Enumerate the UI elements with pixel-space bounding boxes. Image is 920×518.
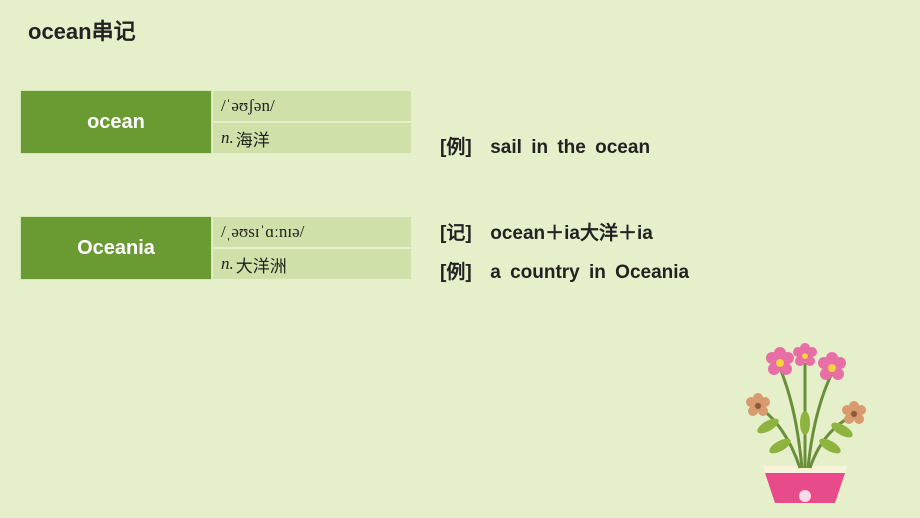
note-line: [例] sail in the ocean (440, 132, 650, 159)
part-of-speech: n. (221, 128, 234, 148)
definition-text: 海洋 (236, 126, 270, 151)
note-tag: [例] (440, 137, 472, 158)
note-tag: [记] (440, 223, 472, 244)
note-text: a country in Oceania (490, 262, 689, 283)
note-line: [记] ocean＋ia大洋＋ia (440, 218, 689, 245)
definition: n.海洋 (212, 122, 412, 154)
note-tag: [例] (440, 262, 472, 283)
notes-block: [记] ocean＋ia大洋＋ia [例] a country in Ocean… (440, 218, 689, 296)
definition: n.大洋洲 (212, 248, 412, 280)
note-text: ocean＋ia大洋＋ia (490, 223, 653, 244)
page-title: ocean串记 (28, 14, 136, 46)
pronunciation: /ˈəʊʃən/ (212, 90, 412, 122)
definition-text: 大洋洲 (236, 252, 287, 277)
flower-decoration-icon (680, 278, 920, 518)
word-cell: Oceania (20, 216, 212, 280)
info-cell: /ˈəʊʃən/ n.海洋 (212, 90, 412, 154)
notes-block: [例] sail in the ocean (440, 132, 650, 171)
part-of-speech: n. (221, 254, 234, 274)
note-line: [例] a country in Oceania (440, 257, 689, 284)
pronunciation: /ˌəʊsɪˈɑːnɪə/ (212, 216, 412, 248)
vocab-entry: ocean /ˈəʊʃən/ n.海洋 (20, 90, 412, 154)
info-cell: /ˌəʊsɪˈɑːnɪə/ n.大洋洲 (212, 216, 412, 280)
note-text: sail in the ocean (490, 137, 650, 158)
word-cell: ocean (20, 90, 212, 154)
vocab-entry: Oceania /ˌəʊsɪˈɑːnɪə/ n.大洋洲 (20, 216, 412, 280)
